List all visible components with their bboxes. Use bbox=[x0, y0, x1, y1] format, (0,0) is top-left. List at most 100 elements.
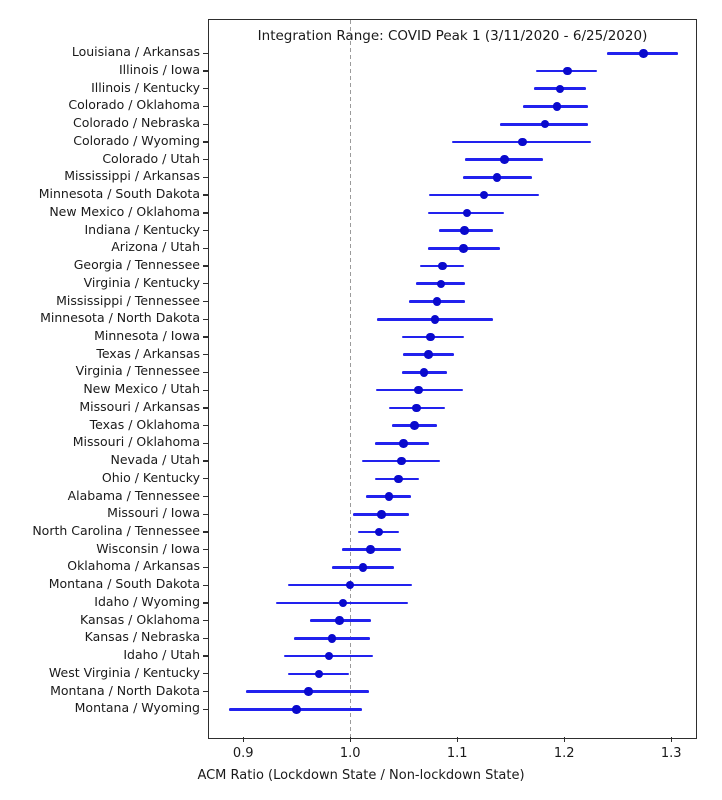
y-tick-label: Idaho / Wyoming bbox=[94, 593, 200, 609]
y-tick-mark bbox=[202, 354, 208, 356]
y-tick-mark bbox=[202, 708, 208, 710]
y-tick-label: Texas / Oklahoma bbox=[89, 416, 200, 432]
point-marker bbox=[324, 651, 334, 661]
point-marker bbox=[399, 439, 408, 448]
y-tick-label: Colorado / Utah bbox=[102, 150, 200, 166]
y-tick-label: Louisiana / Arkansas bbox=[71, 44, 200, 60]
y-tick-label: Virginia / Tennessee bbox=[75, 363, 200, 379]
y-tick-label: Texas / Arkansas bbox=[96, 345, 200, 361]
y-tick-mark bbox=[202, 655, 208, 657]
point-marker bbox=[555, 84, 565, 93]
x-axis-label: ACM Ratio (Lockdown State / Non-lockdown… bbox=[197, 768, 525, 783]
point-marker bbox=[540, 119, 550, 129]
y-tick-label: North Carolina / Tennessee bbox=[32, 523, 200, 538]
y-tick-mark bbox=[202, 673, 208, 675]
point-marker bbox=[430, 315, 440, 324]
y-tick-mark bbox=[202, 176, 208, 179]
y-tick-mark bbox=[202, 602, 208, 604]
y-tick-mark bbox=[202, 549, 208, 551]
point-marker bbox=[410, 421, 419, 430]
point-marker bbox=[424, 350, 433, 359]
y-tick-label: Mississippi / Arkansas bbox=[64, 168, 200, 184]
point-marker bbox=[377, 510, 386, 519]
point-marker bbox=[384, 492, 393, 501]
point-marker bbox=[492, 173, 502, 182]
point-marker bbox=[426, 332, 435, 342]
y-tick-label: Kansas / Nebraska bbox=[84, 629, 200, 645]
point-marker bbox=[419, 368, 429, 377]
y-tick-mark bbox=[202, 283, 208, 285]
y-tick-label: Missouri / Iowa bbox=[107, 505, 200, 521]
y-tick-label: Montana / South Dakota bbox=[48, 576, 200, 592]
x-tick-mark bbox=[563, 737, 565, 742]
y-tick-label: New Mexico / Oklahoma bbox=[49, 203, 200, 219]
point-marker bbox=[394, 474, 403, 484]
y-tick-mark bbox=[202, 52, 208, 54]
y-tick-mark bbox=[202, 318, 208, 320]
y-tick-mark bbox=[202, 637, 208, 640]
y-tick-label: Colorado / Wyoming bbox=[73, 132, 200, 148]
y-tick-mark bbox=[202, 690, 208, 693]
point-marker bbox=[358, 563, 368, 572]
x-tick-label: 1.3 bbox=[660, 746, 682, 761]
y-tick-mark bbox=[202, 513, 208, 515]
point-marker bbox=[438, 261, 447, 271]
x-tick-label: 1.1 bbox=[446, 746, 468, 761]
point-marker bbox=[518, 137, 527, 147]
x-tick-label: 0.9 bbox=[232, 746, 254, 761]
y-tick-mark bbox=[202, 371, 208, 374]
point-marker bbox=[397, 456, 406, 466]
point-marker bbox=[412, 403, 421, 413]
chart-title: Integration Range: COVID Peak 1 (3/11/20… bbox=[257, 28, 648, 44]
y-tick-label: Colorado / Oklahoma bbox=[68, 97, 200, 113]
y-tick-mark bbox=[202, 531, 208, 533]
point-marker bbox=[335, 616, 344, 625]
y-tick-mark bbox=[202, 407, 208, 409]
point-marker bbox=[563, 66, 572, 76]
y-tick-mark bbox=[202, 300, 208, 303]
point-marker bbox=[327, 634, 337, 643]
y-tick-mark bbox=[202, 70, 208, 72]
x-tick-label: 1.2 bbox=[553, 746, 575, 761]
y-tick-label: West Virginia / Kentucky bbox=[48, 664, 200, 680]
point-marker bbox=[314, 669, 324, 679]
point-marker bbox=[374, 527, 384, 537]
y-tick-mark bbox=[202, 478, 208, 480]
y-tick-mark bbox=[202, 88, 208, 90]
reference-line bbox=[349, 20, 351, 737]
point-marker bbox=[552, 102, 561, 111]
y-tick-mark bbox=[202, 194, 208, 196]
point-marker bbox=[414, 385, 423, 395]
point-marker bbox=[459, 244, 468, 253]
y-tick-mark bbox=[202, 566, 208, 569]
y-tick-mark bbox=[202, 336, 208, 338]
y-tick-mark bbox=[202, 584, 208, 586]
y-tick-mark bbox=[202, 141, 208, 143]
y-tick-label: Montana / Wyoming bbox=[74, 700, 200, 716]
y-tick-mark bbox=[202, 229, 208, 232]
y-tick-label: Minnesota / Iowa bbox=[94, 327, 200, 343]
point-marker bbox=[436, 279, 446, 289]
y-tick-mark bbox=[202, 212, 208, 214]
y-tick-mark bbox=[202, 495, 208, 498]
y-tick-mark bbox=[202, 389, 208, 391]
y-tick-label: Indiana / Kentucky bbox=[84, 221, 201, 237]
y-tick-label: Kansas / Oklahoma bbox=[79, 611, 200, 627]
y-tick-mark bbox=[202, 247, 208, 249]
y-tick-mark bbox=[202, 265, 208, 267]
y-tick-mark bbox=[202, 620, 208, 622]
y-tick-mark bbox=[202, 424, 208, 427]
y-tick-mark bbox=[202, 123, 208, 125]
point-marker bbox=[345, 580, 355, 590]
point-marker bbox=[639, 49, 648, 58]
y-tick-label: Missouri / Oklahoma bbox=[72, 434, 200, 450]
y-tick-label: Mississippi / Tennessee bbox=[56, 292, 200, 308]
y-tick-mark bbox=[202, 159, 208, 161]
x-tick-mark bbox=[670, 737, 672, 742]
y-tick-label: New Mexico / Utah bbox=[83, 381, 200, 397]
point-marker bbox=[479, 190, 489, 200]
y-tick-label: Illinois / Kentucky bbox=[91, 79, 200, 95]
plot-area: Integration Range: COVID Peak 1 (3/11/20… bbox=[202, 19, 697, 761]
y-tick-label: Arizona / Utah bbox=[111, 239, 200, 255]
